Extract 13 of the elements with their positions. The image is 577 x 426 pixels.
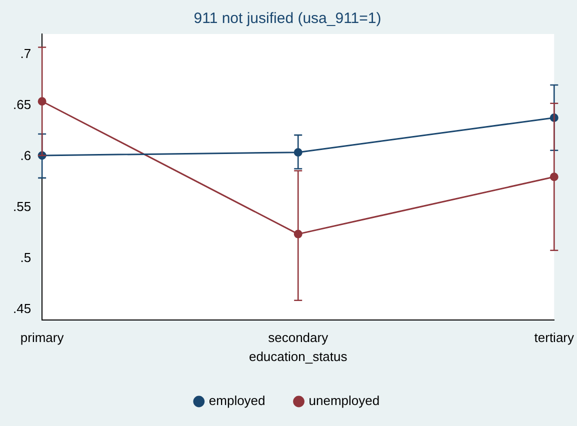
x-tick-label: primary — [20, 330, 64, 346]
y-tick-label: .6 — [20, 148, 32, 164]
chart-title: 911 not jusified (usa_911=1) — [194, 10, 382, 28]
x-tick-label: tertiary — [534, 330, 574, 346]
y-tick-label: .7 — [20, 46, 32, 61]
y-tick-label: .5 — [20, 250, 32, 266]
legend-label: employed — [208, 393, 266, 408]
y-tick-label: .65 — [12, 97, 32, 112]
legend-label: unemployed — [308, 393, 380, 408]
y-tick-label: .45 — [12, 301, 32, 316]
x-axis-title: education_status — [248, 348, 348, 364]
x-tick-label: secondary — [268, 330, 329, 346]
y-tick-label: .55 — [12, 199, 32, 214]
